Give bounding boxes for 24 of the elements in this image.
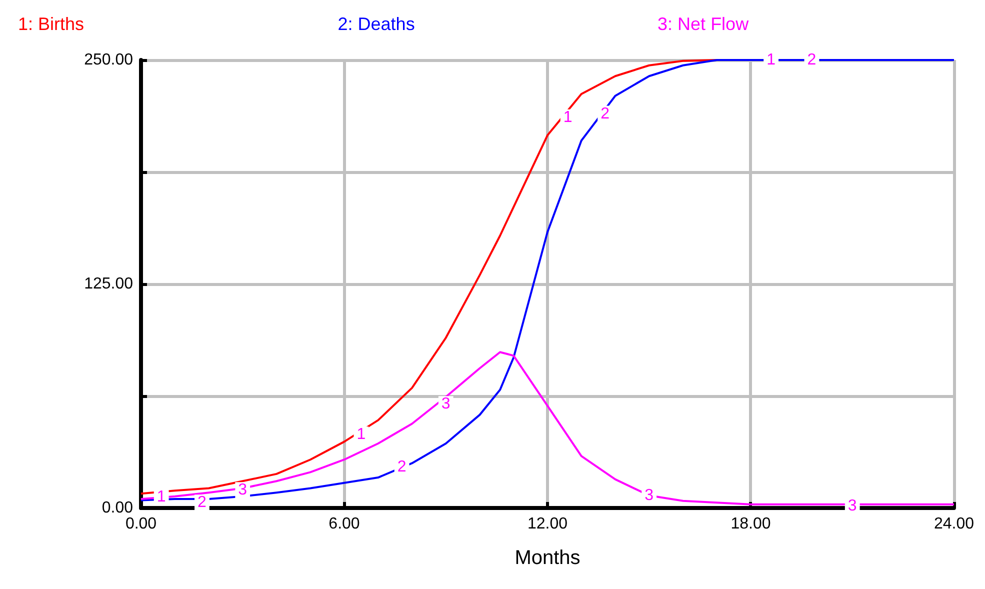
x-tick-label: 18.00 [730, 516, 771, 532]
annotation: 3 [441, 396, 450, 413]
annotation: 1 [563, 108, 572, 126]
annotation: 3 [238, 482, 248, 499]
x-tick-label: 0.00 [125, 516, 157, 532]
annotation: 1 [766, 52, 776, 68]
annotation: 1 [356, 426, 366, 444]
annotation: 3 [644, 486, 654, 504]
annotation: 2 [198, 494, 207, 512]
x-tick-label: 12.00 [527, 516, 568, 532]
annotation: 2 [807, 52, 816, 68]
x-axis-title: Months [514, 547, 580, 569]
text: 2: Deaths [338, 14, 415, 34]
y-tick-label: 0.00 [102, 500, 134, 516]
annotation: 2 [600, 105, 610, 122]
x-tick-label: 24.00 [934, 516, 974, 532]
y-tick-label: 250.00 [84, 52, 134, 68]
text: 1: Births [18, 14, 84, 34]
annotation: 1 [156, 488, 166, 506]
text: 3: Net Flow [658, 14, 750, 34]
annotation: 2 [397, 458, 406, 476]
x-tick-label: 6.00 [328, 516, 360, 532]
y-tick-label: 125.00 [84, 276, 134, 292]
annotation: 3 [848, 498, 857, 515]
